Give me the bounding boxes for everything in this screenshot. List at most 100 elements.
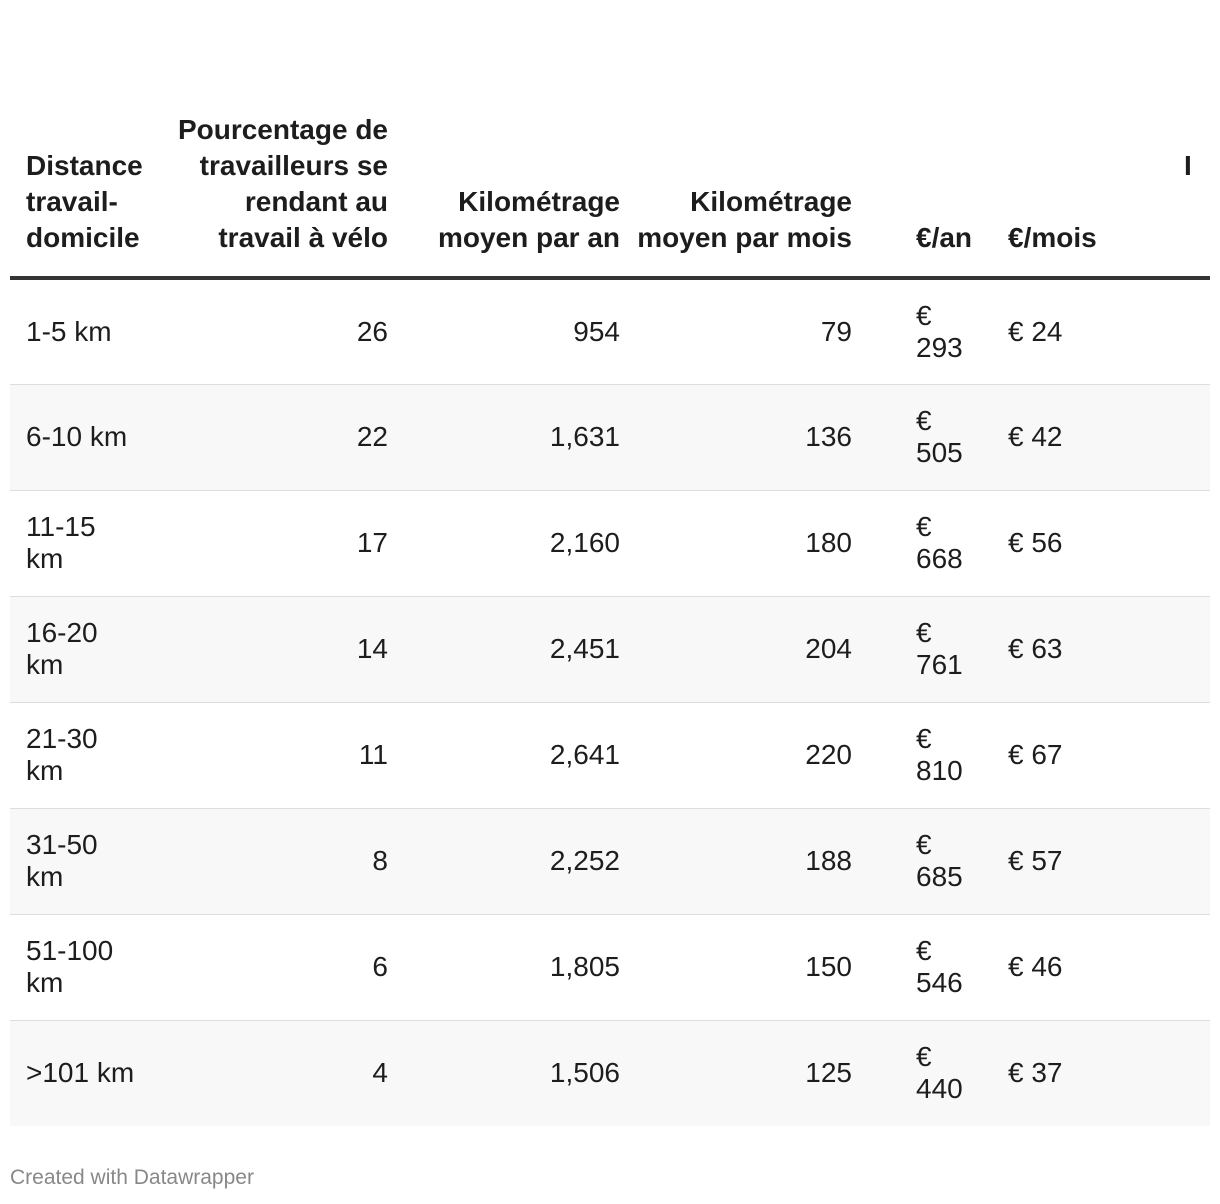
cell-percentage-value: 6 <box>372 951 388 982</box>
cell-percentage: 11 <box>156 702 388 809</box>
cell-km-year: 1,631 <box>388 384 620 491</box>
cell-percentage: 4 <box>156 1020 388 1126</box>
column-header-distance: Distance travail-domicile <box>10 0 156 280</box>
cell-euro-month: € 37 <box>978 1020 1144 1126</box>
cell-km-year: 1,805 <box>388 914 620 1021</box>
cell-km-month-value: 180 <box>805 527 852 558</box>
cell-euro-month: € 67 <box>978 702 1144 809</box>
cell-percentage: 8 <box>156 808 388 915</box>
cell-km-year-value: 2,160 <box>549 527 620 558</box>
cell-cut-off <box>1144 808 1210 915</box>
cell-percentage: 6 <box>156 914 388 1021</box>
cell-distance: 16-20 km <box>10 596 156 703</box>
cell-euro-year: € 810 <box>852 702 978 809</box>
table-row: 16-20 km 14 2,451 204 € 761 € 63 <box>10 596 1210 703</box>
cell-km-year-value: 1,805 <box>549 951 620 982</box>
cell-euro-month: € 42 <box>978 384 1144 491</box>
column-header-percentage: Pourcentage de travailleurs se rendant a… <box>156 0 388 280</box>
cell-euro-month-value: € 42 <box>1008 421 1063 452</box>
cell-euro-year-value: € 546 <box>916 935 963 998</box>
cell-cut-off <box>1144 596 1210 703</box>
cell-distance-value: 31-50 km <box>26 829 98 892</box>
cell-distance: 11-15 km <box>10 490 156 597</box>
cell-km-month: 180 <box>620 490 852 597</box>
cell-percentage: 17 <box>156 490 388 597</box>
cell-distance: 6-10 km <box>10 384 156 491</box>
cell-euro-year: € 546 <box>852 914 978 1021</box>
cell-euro-month-value: € 57 <box>1008 845 1063 876</box>
cell-km-month-value: 79 <box>820 315 852 347</box>
cell-km-month: 220 <box>620 702 852 809</box>
cell-km-month: 136 <box>620 384 852 491</box>
cell-distance: 21-30 km <box>10 702 156 809</box>
column-header-euro-year: €/an <box>852 0 978 280</box>
table-row: 21-30 km 11 2,641 220 € 810 € 67 <box>10 702 1210 809</box>
cell-km-month-value: 220 <box>805 739 852 770</box>
cell-cut-off <box>1144 384 1210 491</box>
table-row: 11-15 km 17 2,160 180 € 668 € 56 <box>10 490 1210 597</box>
table-row: 1-5 km 26 954 79 € 293 € 24 <box>10 278 1210 385</box>
datawrapper-credit: Created with Datawrapper <box>10 1166 254 1189</box>
cell-km-year: 2,451 <box>388 596 620 703</box>
column-header-km-year: Kilométrage moyen par an <box>388 0 620 280</box>
cell-euro-year: € 685 <box>852 808 978 915</box>
cell-cut-off <box>1144 490 1210 597</box>
cell-percentage-value: 8 <box>372 845 388 876</box>
cell-euro-month-value: € 24 <box>1008 315 1063 347</box>
cell-cut-off <box>1144 1020 1210 1126</box>
cell-km-month: 204 <box>620 596 852 703</box>
header-row: Distance travail-domicile Pourcentage de… <box>10 0 1210 280</box>
cell-euro-month: € 56 <box>978 490 1144 597</box>
cell-distance: 51-100 km <box>10 914 156 1021</box>
cell-km-year-value: 954 <box>573 315 620 347</box>
cell-km-year: 2,252 <box>388 808 620 915</box>
cell-km-month: 79 <box>620 278 852 385</box>
table-row: >101 km 4 1,506 125 € 440 € 37 <box>10 1020 1210 1126</box>
cell-percentage: 26 <box>156 278 388 385</box>
cell-km-month-value: 150 <box>805 951 852 982</box>
cell-percentage: 22 <box>156 384 388 491</box>
cell-km-month-value: 188 <box>805 845 852 876</box>
cell-km-year-value: 1,631 <box>549 421 620 452</box>
cell-km-year-value: 2,252 <box>549 845 620 876</box>
data-table-container: Distance travail-domicile Pourcentage de… <box>10 0 1210 1126</box>
cell-percentage: 14 <box>156 596 388 703</box>
cell-euro-month-value: € 46 <box>1008 951 1063 982</box>
column-header-euro-month: €/mois <box>978 0 1144 280</box>
cell-euro-month: € 24 <box>978 278 1144 385</box>
cell-distance-value: 51-100 km <box>26 935 114 998</box>
cell-percentage-value: 17 <box>356 527 388 558</box>
cell-percentage-value: 11 <box>358 739 388 770</box>
cell-distance: 1-5 km <box>10 278 156 385</box>
cell-km-year-value: 2,451 <box>549 633 620 664</box>
cell-km-year: 1,506 <box>388 1020 620 1126</box>
data-table: Distance travail-domicile Pourcentage de… <box>10 0 1210 1126</box>
cell-km-month: 150 <box>620 914 852 1021</box>
table-header: Distance travail-domicile Pourcentage de… <box>10 0 1210 280</box>
cell-euro-month: € 57 <box>978 808 1144 915</box>
cell-euro-year: € 668 <box>852 490 978 597</box>
cell-euro-month-value: € 63 <box>1008 633 1063 664</box>
cell-euro-year-value: € 668 <box>916 511 963 574</box>
cell-distance-value: 11-15 km <box>26 511 96 574</box>
table-row: 31-50 km 8 2,252 188 € 685 € 57 <box>10 808 1210 915</box>
cell-euro-year-value: € 440 <box>916 1041 963 1105</box>
cell-euro-year-value: € 293 <box>916 299 963 363</box>
cell-km-month-value: 136 <box>805 421 852 452</box>
cell-km-month: 188 <box>620 808 852 915</box>
cell-euro-year-value: € 505 <box>916 405 963 468</box>
cell-km-year: 2,641 <box>388 702 620 809</box>
cell-euro-year-value: € 761 <box>916 617 963 680</box>
cell-cut-off <box>1144 702 1210 809</box>
cell-cut-off <box>1144 278 1210 385</box>
cell-km-year: 2,160 <box>388 490 620 597</box>
cell-percentage-value: 22 <box>356 421 388 452</box>
cell-distance-value: 21-30 km <box>26 723 98 786</box>
cell-distance-value: 1-5 km <box>26 315 112 347</box>
cell-euro-month-value: € 56 <box>1008 527 1063 558</box>
cell-euro-year: € 293 <box>852 278 978 385</box>
cell-km-year: 954 <box>388 278 620 385</box>
cell-euro-month-value: € 67 <box>1008 739 1063 770</box>
cell-km-month: 125 <box>620 1020 852 1126</box>
column-header-km-month: Kilométrage moyen par mois <box>620 0 852 280</box>
